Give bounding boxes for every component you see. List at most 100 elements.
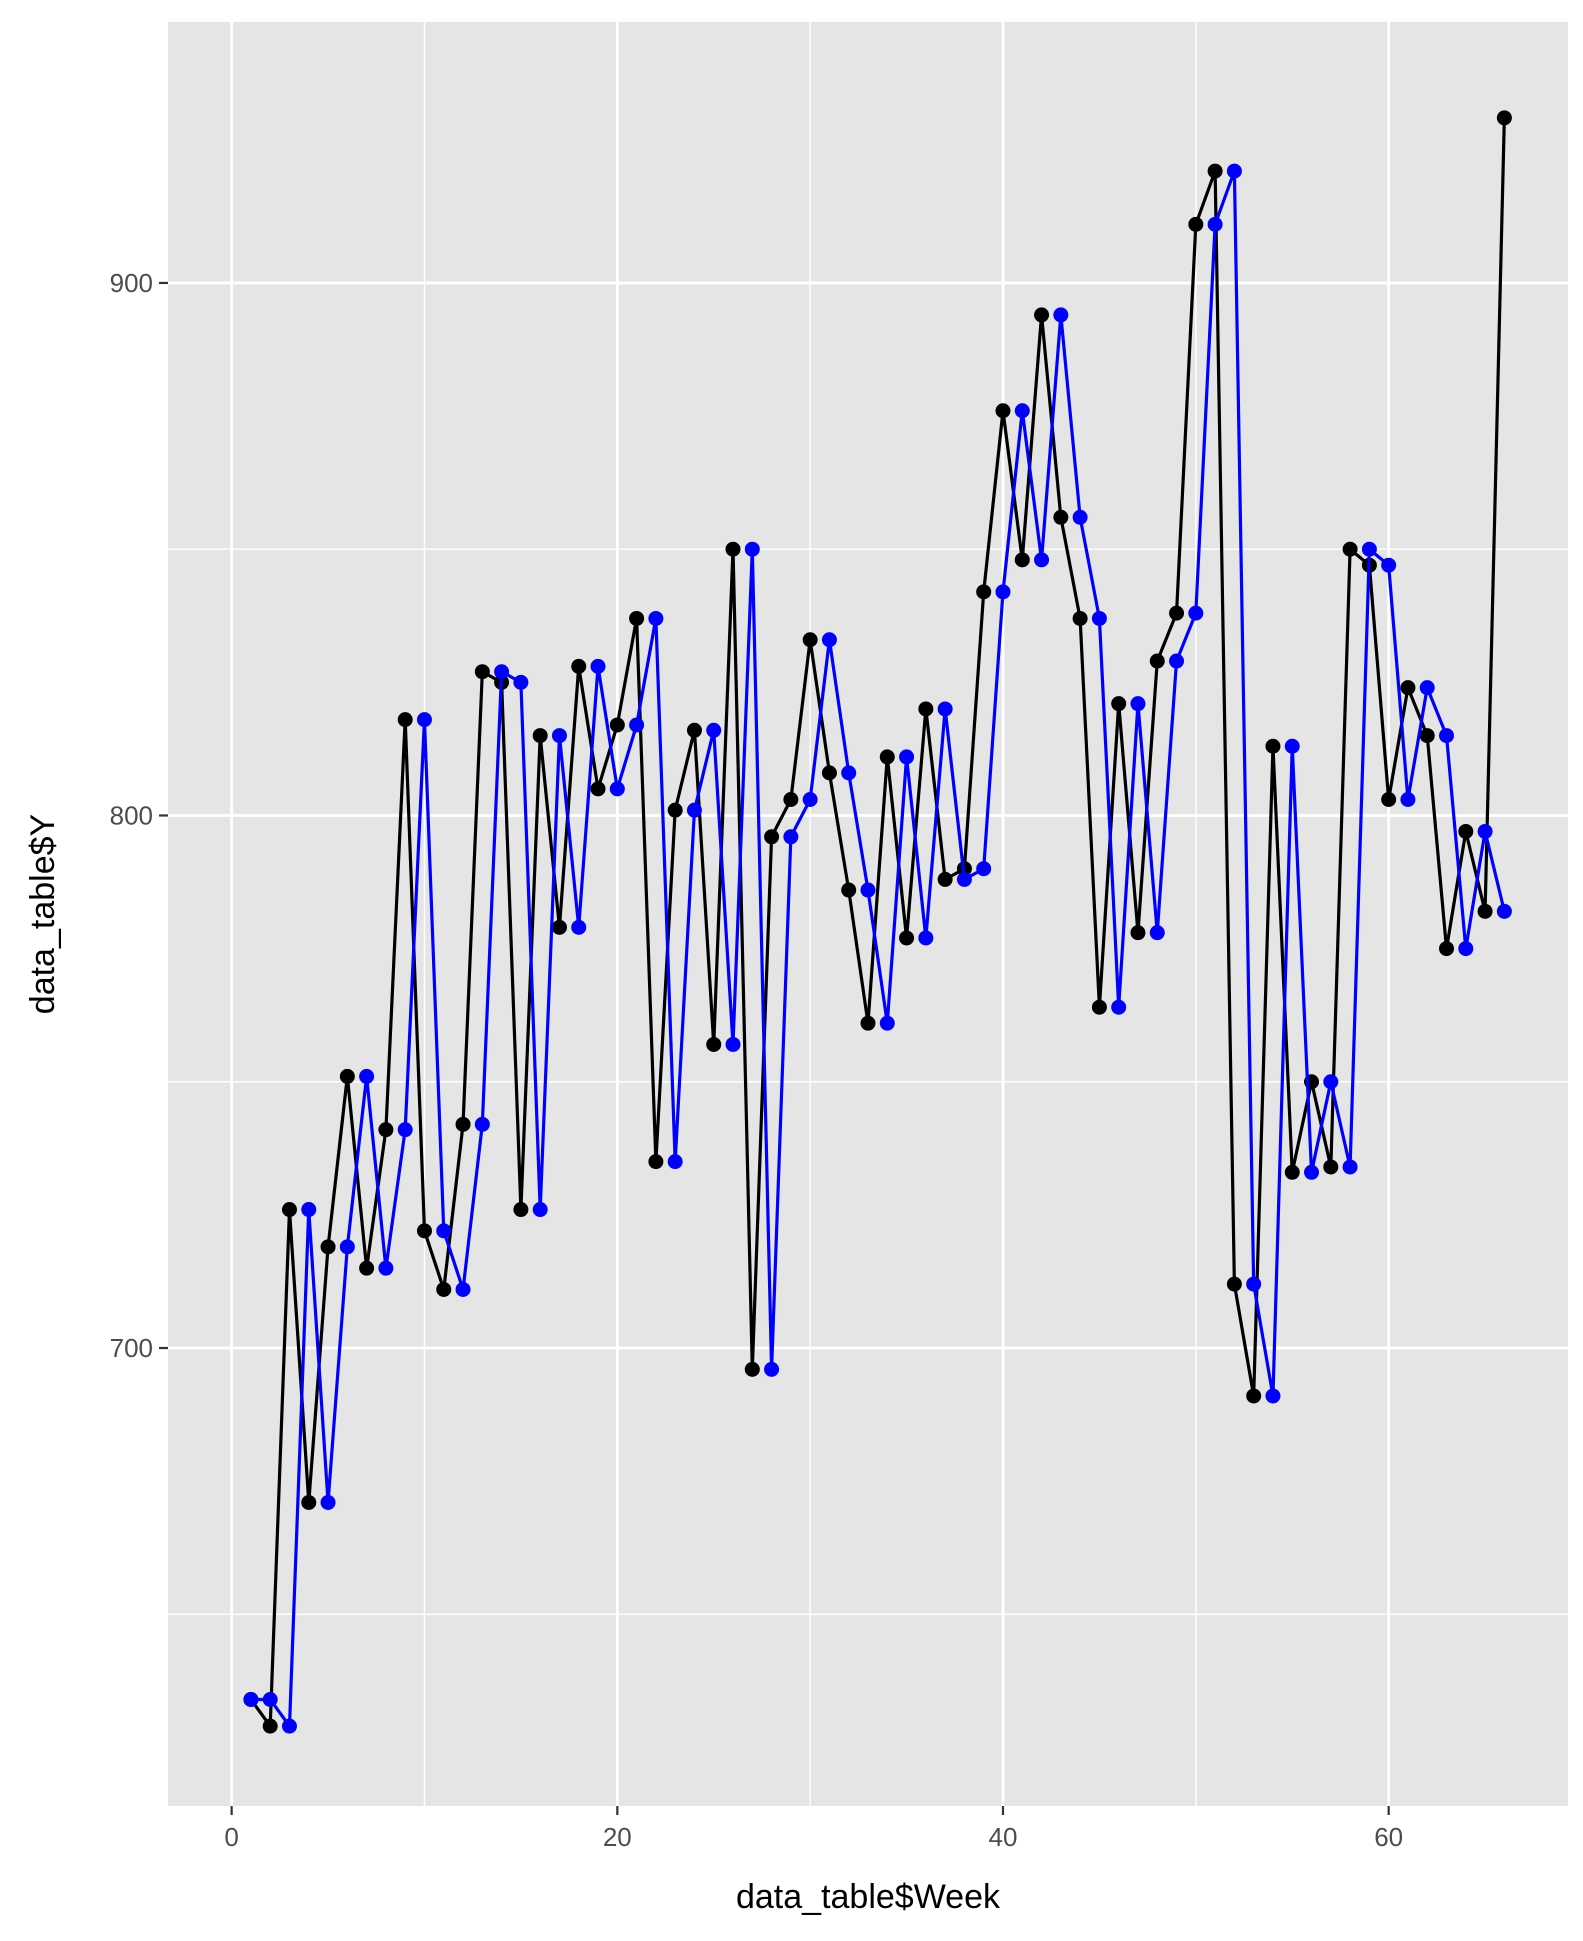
- data-point: [1323, 1074, 1339, 1090]
- data-point: [802, 632, 818, 648]
- data-point: [571, 919, 587, 935]
- data-point: [243, 1691, 259, 1707]
- data-point: [513, 674, 529, 690]
- data-point: [532, 1202, 548, 1218]
- data-point: [1014, 403, 1030, 419]
- data-point: [1169, 605, 1185, 621]
- data-point: [744, 541, 760, 557]
- data-point: [802, 792, 818, 808]
- major-gridlines: [168, 22, 1568, 1806]
- data-point: [1439, 728, 1455, 744]
- data-point: [1130, 696, 1146, 712]
- data-point: [937, 701, 953, 717]
- data-point: [1034, 307, 1050, 323]
- data-point: [455, 1281, 471, 1297]
- data-point: [686, 802, 702, 818]
- data-point: [744, 1361, 760, 1377]
- data-point: [899, 749, 915, 765]
- data-point: [1072, 610, 1088, 626]
- data-point: [821, 632, 837, 648]
- data-point: [359, 1068, 375, 1084]
- data-point: [860, 1015, 876, 1031]
- data-point: [416, 712, 432, 728]
- data-point: [976, 861, 992, 877]
- data-point: [1246, 1276, 1262, 1292]
- y-tick-labels: 700 800 900: [110, 268, 153, 1363]
- data-point: [764, 1361, 780, 1377]
- data-point: [1207, 163, 1223, 179]
- data-point: [436, 1223, 452, 1239]
- data-point: [1226, 1276, 1242, 1292]
- data-point: [301, 1202, 317, 1218]
- y-axis-title: data_table$Y: [24, 814, 62, 1014]
- data-point: [1439, 941, 1455, 957]
- data-point: [262, 1718, 278, 1734]
- data-point: [455, 1116, 471, 1132]
- data-point: [494, 664, 510, 680]
- data-point: [1419, 728, 1435, 744]
- data-point: [1284, 1164, 1300, 1180]
- data-point: [879, 749, 895, 765]
- data-point: [1149, 653, 1165, 669]
- data-point: [397, 712, 413, 728]
- data-point: [1496, 903, 1512, 919]
- data-point: [1323, 1159, 1339, 1175]
- data-point: [1130, 925, 1146, 941]
- data-point: [416, 1223, 432, 1239]
- data-point: [1111, 696, 1127, 712]
- data-point: [725, 1036, 741, 1052]
- data-point: [629, 717, 645, 733]
- y-tick-label: 800: [110, 800, 153, 830]
- data-point: [378, 1122, 394, 1138]
- data-point: [436, 1281, 452, 1297]
- data-point: [879, 1015, 895, 1031]
- data-point: [551, 919, 567, 935]
- data-point: [590, 781, 606, 797]
- data-point: [995, 403, 1011, 419]
- data-point: [648, 610, 664, 626]
- data-point: [841, 765, 857, 781]
- data-point: [281, 1202, 297, 1218]
- data-point: [1034, 552, 1050, 568]
- data-point: [1458, 823, 1474, 839]
- plot-panel: [168, 22, 1568, 1806]
- data-point: [262, 1691, 278, 1707]
- data-point: [1342, 541, 1358, 557]
- data-point: [359, 1260, 375, 1276]
- data-point: [629, 610, 645, 626]
- data-point: [1496, 110, 1512, 126]
- x-tick-label: 60: [1374, 1822, 1403, 1852]
- data-point: [686, 722, 702, 738]
- data-point: [821, 765, 837, 781]
- data-point: [320, 1239, 336, 1255]
- x-tick-label: 40: [989, 1822, 1018, 1852]
- data-point: [513, 1202, 529, 1218]
- data-point: [1381, 792, 1397, 808]
- data-point: [1188, 605, 1204, 621]
- data-point: [378, 1260, 394, 1276]
- data-point: [1477, 823, 1493, 839]
- data-point: [1400, 680, 1416, 696]
- data-point: [1053, 307, 1069, 323]
- series-line: [250, 169, 1506, 1728]
- data-point: [956, 871, 972, 887]
- x-tick-label: 0: [224, 1822, 238, 1852]
- data-point: [1226, 163, 1242, 179]
- data-point: [976, 584, 992, 600]
- data-point: [706, 1036, 722, 1052]
- data-point: [474, 664, 490, 680]
- data-point: [571, 658, 587, 674]
- data-point: [667, 802, 683, 818]
- x-axis-title: data_table$Week: [736, 1878, 1001, 1916]
- data-point: [301, 1494, 317, 1510]
- data-point: [339, 1068, 355, 1084]
- data-point: [397, 1122, 413, 1138]
- data-point: [1149, 925, 1165, 941]
- data-point: [1400, 792, 1416, 808]
- data-point: [1361, 541, 1377, 557]
- y-tick-label: 700: [110, 1333, 153, 1363]
- data-point: [706, 722, 722, 738]
- x-tick-label: 20: [603, 1822, 632, 1852]
- data-point: [1342, 1159, 1358, 1175]
- data-point: [1246, 1388, 1262, 1404]
